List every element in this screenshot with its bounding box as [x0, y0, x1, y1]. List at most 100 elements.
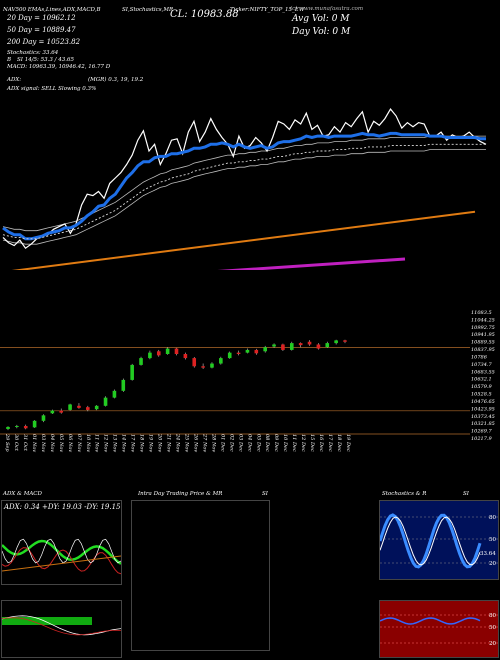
ema200-line	[11, 210, 476, 270]
ema50-line	[2, 143, 486, 240]
x-tick-label: 01 Dec	[219, 434, 226, 452]
candle-body	[156, 351, 161, 356]
y-tick-label: 10889.55	[471, 340, 495, 346]
candle-body	[15, 425, 19, 427]
price-ema-chart	[2, 108, 487, 270]
macd-histogram	[2, 617, 92, 625]
close-price: CL: 10983.88	[170, 9, 239, 20]
y-tick-label: 10632.1	[471, 377, 492, 383]
x-tick-label: 08 Dec	[264, 434, 271, 452]
candle-body	[183, 354, 188, 359]
x-tick-label: 15 Dec	[309, 434, 316, 452]
x-tick-label: 12 Dec	[300, 434, 307, 452]
x-tick-label: 19 Dec	[345, 434, 351, 452]
x-tick-label: 17 Dec	[327, 434, 334, 452]
candle-body	[23, 425, 28, 429]
band-line-0	[2, 135, 486, 232]
intraday-panel	[131, 500, 270, 651]
x-tick-label: 18 Nov	[138, 434, 145, 453]
y-tick-label: 10321.85	[471, 421, 495, 427]
stoch-tick-50: 50	[489, 537, 496, 543]
y-tick-label: 10683.55	[471, 369, 495, 375]
x-tick-label: 25 Nov	[183, 434, 190, 453]
candle-body	[41, 415, 46, 421]
chart-subtitle: SI,Stochastics,MR	[122, 7, 174, 13]
rsi-tick-20: 20	[489, 641, 496, 647]
stoch-tick-20: 20	[489, 561, 496, 567]
intraday-panel-title: Intra Day Trading Price & MR	[138, 491, 223, 497]
ema300-line	[217, 257, 406, 270]
y-tick-label: 10528.5	[471, 392, 492, 398]
candle-body	[6, 426, 10, 429]
candle-body	[334, 340, 338, 344]
dma200-label: 200 Day = 10523.82	[7, 38, 81, 46]
rsi-tick-50: 50	[489, 625, 496, 631]
x-tick-label: 07 Nov	[75, 434, 82, 453]
x-tick-label: 11 Nov	[93, 434, 100, 453]
adx-white-line	[2, 538, 121, 564]
candle-body	[148, 352, 152, 359]
intraday-panel-suffix: SI	[262, 491, 268, 497]
x-tick-label: 01 Nov	[30, 434, 37, 453]
rsi-blue-line	[380, 617, 481, 625]
adx-trend-line	[2, 555, 121, 572]
x-tick-label: 12 Nov	[102, 434, 109, 453]
chart-title: NAV500 EMAs,Lines,ADX,MACD,B	[3, 7, 101, 13]
rsi-label: SI 14/5: 53.3 / 43.65	[17, 57, 74, 63]
ema20-line	[2, 131, 486, 241]
candle-body	[201, 366, 205, 368]
stochastics-panel: 80 50 20 33.64	[379, 500, 499, 580]
y-tick-label: 10734.7	[471, 362, 492, 368]
candle-body	[307, 341, 312, 345]
candle-body	[325, 343, 330, 348]
rsi-panel: 80 50 20	[379, 600, 499, 658]
dma20-label: 20 Day = 10962.12	[7, 14, 76, 22]
y-tick-label: 11044.25	[471, 317, 495, 323]
y-tick-label: 10476.65	[471, 399, 495, 405]
x-tick-label: 11 Dec	[291, 434, 298, 452]
adx-green-line	[2, 539, 121, 565]
y-tick-label: 11083.5	[471, 310, 492, 316]
x-tick-label: 20 Nov	[156, 434, 163, 453]
candle-body	[272, 344, 276, 347]
x-tick-label: 29 Sep	[4, 434, 10, 452]
x-axis-dates: 29 Sep 30 Oct 31 Oct 01 Nov 03 Nov 04 Nov 05 N…	[0, 434, 470, 484]
candle-body	[174, 348, 179, 355]
macd-panel	[1, 600, 122, 658]
candle-body	[112, 390, 117, 398]
candlestick-chart: 11083.511044.2510992.7510941.9510889.551…	[0, 310, 495, 442]
x-tick-label: 30 Oct	[13, 434, 19, 451]
site-label: (c) www.munafasutra.com	[290, 6, 364, 12]
candle-body	[219, 358, 223, 364]
candle-body	[245, 349, 250, 353]
candle-body	[59, 410, 64, 413]
stoch-panel-title: Stochastics & R	[382, 491, 427, 497]
price-line	[2, 108, 487, 250]
y-tick-label: 10269.7	[471, 429, 492, 435]
x-tick-label: 04 Nov	[48, 434, 55, 453]
y-tick-label: 10941.95	[471, 332, 495, 338]
x-tick-label: 09 Dec	[273, 434, 280, 452]
y-tick-label: 10837.95	[471, 347, 495, 353]
candle-body	[236, 352, 241, 355]
candle-body	[32, 420, 37, 428]
macd-line	[2, 615, 121, 636]
y-tick-label: 10786	[471, 355, 488, 361]
candle-body	[68, 404, 72, 410]
candle-body	[343, 340, 347, 342]
y-tick-label: 10217.9	[471, 436, 492, 442]
candle-body	[103, 397, 108, 406]
stoch-value: 33.64	[480, 551, 496, 557]
b-label: B	[7, 57, 12, 63]
adx-signal-label: ADX signal: SELL Slowing 0.3%	[7, 86, 97, 92]
candle-body	[316, 344, 321, 349]
x-tick-label: 19 Nov	[147, 434, 154, 453]
x-tick-label: 13 Nov	[111, 434, 118, 453]
macd-signal-line	[2, 617, 121, 636]
x-tick-label: 24 Nov	[174, 434, 181, 453]
macd-lines	[2, 615, 121, 636]
rsi-lines	[380, 614, 498, 644]
stochastics-lines	[380, 513, 498, 569]
x-tick-label: 21 Nov	[165, 434, 172, 453]
x-tick-label: 16 Dec	[318, 434, 325, 452]
